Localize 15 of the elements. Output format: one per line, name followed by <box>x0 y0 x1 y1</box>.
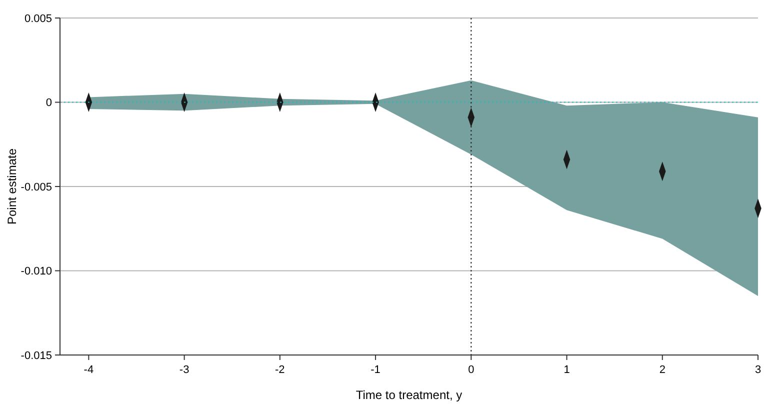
y-axis-title: Point estimate <box>5 148 19 225</box>
x-tick-label: 3 <box>754 364 762 376</box>
y-tick-label: -0.015 <box>20 350 52 362</box>
x-tick-label: -1 <box>370 364 380 376</box>
y-tick-label: 0 <box>46 97 52 110</box>
x-tick-label: -2 <box>275 364 285 376</box>
x-tick-label: 0 <box>468 364 474 376</box>
x-axis-title: Time to treatment, y <box>356 388 462 402</box>
x-tick-label: 2 <box>659 364 666 376</box>
y-tick-label: -0.005 <box>20 181 52 194</box>
x-tick-label: 1 <box>564 364 570 376</box>
y-tick-label: -0.010 <box>20 266 52 278</box>
x-tick-label: -3 <box>179 364 190 376</box>
y-tick-label: 0.005 <box>24 12 52 25</box>
x-tick-label: -4 <box>84 364 94 376</box>
